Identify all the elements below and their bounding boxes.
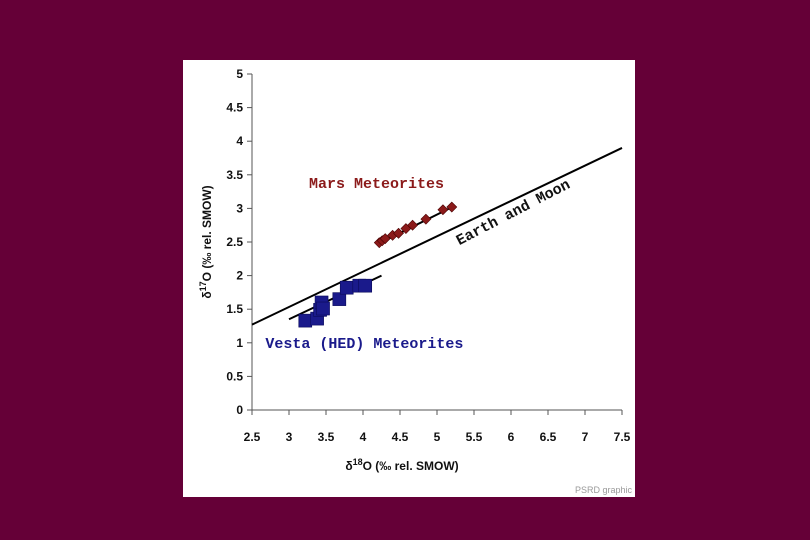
x-tick-label: 7 xyxy=(582,430,589,444)
x-tick-label: 5.5 xyxy=(466,430,483,444)
y-axis-label-rest: O (‰ rel. SMOW) xyxy=(200,185,214,281)
mars-point xyxy=(446,201,458,213)
x-tick-label: 3 xyxy=(286,430,293,444)
y-tick-label: 4.5 xyxy=(226,101,243,115)
x-axis-label-sup: 18 xyxy=(353,457,363,467)
chart-panel: 0 0.5 1 1.5 2 2.5 3 3.5 4 4.5 5 2.5 3 3.5 4 4.5 5 5.5 6 6.… xyxy=(183,60,635,497)
x-axis-label: δ18O (‰ rel. SMOW) xyxy=(345,457,458,473)
y-tick-label: 3.5 xyxy=(226,168,243,182)
mars-point xyxy=(407,219,419,231)
y-tick-label: 0.5 xyxy=(226,369,243,383)
annotation-label: Vesta (HED) Meteorites xyxy=(265,336,463,353)
x-tick-label: 4 xyxy=(360,430,367,444)
annotation-label: Earth and Moon xyxy=(454,177,574,250)
mars-point xyxy=(379,233,391,245)
data-points xyxy=(298,201,458,328)
x-tick-label: 6 xyxy=(508,430,515,444)
scatter-chart: 0 0.5 1 1.5 2 2.5 3 3.5 4 4.5 5 2.5 3 3.5 4 4.5 5 5.5 6 6.… xyxy=(198,67,631,473)
x-tick-label: 6.5 xyxy=(540,430,557,444)
y-tick-label: 3 xyxy=(236,201,243,215)
x-axis-label-delta: δ xyxy=(345,459,352,473)
x-tick-label: 2.5 xyxy=(244,430,261,444)
y-tick-label: 1.5 xyxy=(226,302,243,316)
fit-lines xyxy=(251,147,623,326)
credit-text: PSRD graphic xyxy=(574,485,632,495)
vesta-point xyxy=(358,278,373,293)
mars-point xyxy=(420,213,432,225)
vesta-point xyxy=(339,280,354,295)
y-tick-label: 2.5 xyxy=(226,235,243,249)
x-ticks: 2.5 3 3.5 4 4.5 5 5.5 6 6.5 7 7.5 xyxy=(244,410,631,444)
y-tick-label: 1 xyxy=(236,336,243,350)
x-tick-label: 7.5 xyxy=(614,430,631,444)
y-axis-label-sup: 17 xyxy=(198,281,208,291)
line-0 xyxy=(251,147,623,326)
y-axis-label: δ17O (‰ rel. SMOW) xyxy=(198,185,214,298)
x-axis-label-rest: O (‰ rel. SMOW) xyxy=(363,459,459,473)
mars-point xyxy=(393,227,404,239)
vesta-point xyxy=(316,301,330,316)
y-tick-label: 2 xyxy=(236,269,243,283)
vesta-point xyxy=(332,292,347,306)
axes xyxy=(251,74,622,411)
x-tick-label: 5 xyxy=(434,430,441,444)
x-tick-label: 3.5 xyxy=(318,430,335,444)
y-ticks: 0 0.5 1 1.5 2 2.5 3 3.5 4 4.5 5 xyxy=(226,67,252,417)
y-tick-label: 0 xyxy=(236,403,243,417)
mars-point xyxy=(437,204,449,216)
vesta-point xyxy=(298,313,313,328)
y-axis-label-delta: δ xyxy=(200,291,214,298)
y-tick-label: 4 xyxy=(236,134,243,148)
annotation-label: Mars Meteorites xyxy=(309,176,444,193)
x-tick-label: 4.5 xyxy=(392,430,409,444)
y-tick-label: 5 xyxy=(236,67,243,81)
